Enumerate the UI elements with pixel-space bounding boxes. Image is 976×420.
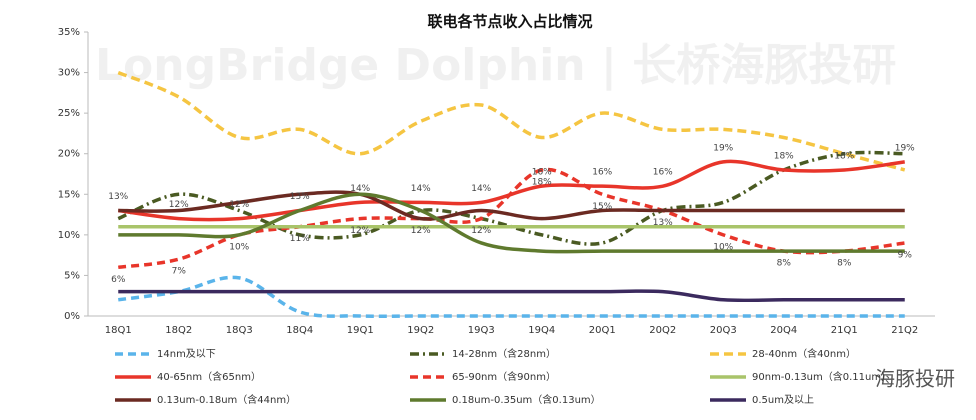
x-tick-label: 20Q4: [770, 325, 797, 336]
x-tick-label: 19Q3: [468, 325, 495, 336]
legend-label: 14nm及以下: [157, 348, 216, 360]
value-label: 10%: [713, 242, 733, 252]
value-label: 16%: [592, 168, 612, 178]
value-label: 18%: [532, 177, 552, 187]
value-label: 18%: [774, 151, 794, 161]
legend-label: 0.5um及以上: [752, 394, 814, 406]
y-tick-label: 35%: [58, 27, 80, 38]
x-tick-label: 21Q2: [891, 325, 918, 336]
x-tick-label: 18Q3: [226, 325, 253, 336]
y-tick-label: 5%: [64, 270, 80, 281]
value-label: 13%: [108, 192, 128, 202]
value-label: 11%: [290, 234, 310, 244]
series-line: [118, 159, 905, 222]
value-label: 19%: [713, 143, 733, 153]
series-line: [118, 275, 905, 319]
value-label: 18%: [834, 151, 854, 161]
value-label: 12%: [229, 200, 249, 210]
value-label: 14%: [411, 184, 431, 194]
series-line: [118, 192, 905, 254]
value-label: 19%: [895, 143, 915, 153]
x-tick-label: 20Q1: [589, 325, 616, 336]
legend-label: 65-90nm（含90nm）: [452, 370, 556, 383]
x-tick-label: 19Q2: [407, 325, 434, 336]
value-label: 10%: [229, 242, 249, 252]
logo: 海豚投研: [875, 367, 955, 391]
value-label: 12%: [350, 226, 370, 236]
y-tick-label: 15%: [58, 189, 80, 200]
legend-label: 14-28nm（含28nm）: [452, 347, 556, 360]
value-label: 12%: [471, 226, 491, 236]
y-tick-label: 20%: [58, 149, 80, 160]
x-tick-label: 19Q1: [347, 325, 374, 336]
value-label: 6%: [111, 275, 126, 285]
value-label: 14%: [350, 184, 370, 194]
value-label: 8%: [777, 259, 792, 269]
value-label: 14%: [471, 184, 491, 194]
series-line: [118, 289, 905, 303]
x-tick-label: 19Q4: [528, 325, 555, 336]
x-tick-label: 20Q3: [710, 325, 737, 336]
value-label: 9%: [898, 250, 913, 260]
value-label: 8%: [837, 259, 852, 269]
legend-label: 0.18um-0.35um（含0.13um）: [452, 393, 601, 406]
value-label: 15%: [592, 202, 612, 212]
legend-label: 90nm-0.13um（含0.11um）: [752, 370, 891, 383]
value-label: 16%: [653, 168, 673, 178]
legend-label: 0.13um-0.18um（含44nm）: [157, 393, 296, 406]
y-tick-label: 0%: [64, 311, 80, 322]
y-tick-label: 30%: [58, 68, 80, 79]
legend-label: 28-40nm（含40nm）: [752, 347, 856, 360]
x-tick-label: 20Q2: [649, 325, 676, 336]
value-label: 12%: [169, 200, 189, 210]
x-tick-label: 18Q1: [105, 325, 132, 336]
value-label: 16%: [532, 168, 552, 178]
x-tick-label: 18Q4: [286, 325, 313, 336]
value-label: 13%: [290, 192, 310, 202]
value-label: 7%: [172, 267, 187, 277]
x-tick-label: 18Q2: [165, 325, 192, 336]
x-tick-label: 21Q1: [831, 325, 858, 336]
y-tick-label: 25%: [58, 108, 80, 119]
value-label: 13%: [653, 218, 673, 228]
series-line: [117, 150, 905, 246]
legend-label: 40-65nm（含65nm）: [157, 370, 261, 383]
series-line: [117, 70, 906, 172]
value-label: 12%: [411, 226, 431, 236]
watermark: LongBridge Dolphin | 长桥海豚投研: [95, 40, 896, 91]
series-line: [118, 190, 905, 221]
chart-title: 联电各节点收入占比情况: [427, 13, 592, 31]
y-tick-label: 10%: [58, 230, 80, 241]
